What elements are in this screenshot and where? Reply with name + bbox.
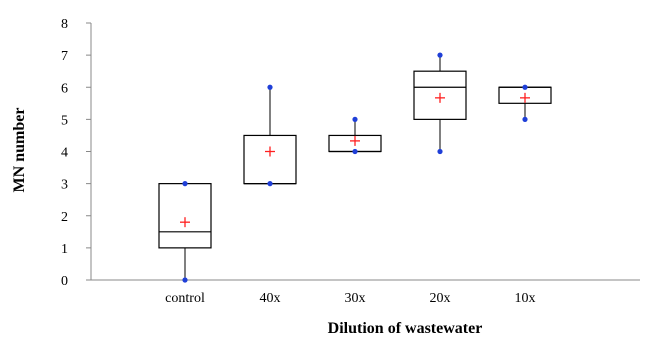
x-tick-label: 20x — [430, 291, 451, 306]
extreme-point — [267, 84, 273, 90]
extreme-point — [182, 181, 188, 187]
y-tick-label: 1 — [61, 242, 68, 257]
extreme-point — [437, 52, 443, 58]
y-tick-label: 3 — [61, 178, 68, 193]
y-axis: 0 1 2 3 4 5 6 7 8 — [61, 17, 92, 289]
extreme-point — [522, 84, 528, 90]
extreme-point — [182, 277, 188, 283]
extreme-point — [352, 116, 358, 122]
y-tick-label: 4 — [61, 146, 68, 161]
extreme-point — [437, 148, 443, 155]
box-30x — [328, 116, 382, 155]
box-control — [158, 181, 212, 283]
extreme-point — [267, 181, 273, 187]
box-20x — [413, 52, 467, 155]
y-tick-label: 0 — [61, 274, 68, 289]
y-tick-label: 2 — [61, 210, 68, 225]
x-tick-label: 30x — [345, 291, 366, 306]
extreme-point — [352, 148, 358, 155]
y-tick-label: 8 — [61, 17, 68, 32]
x-tick-label: control — [165, 291, 205, 306]
box-plot-series — [158, 52, 552, 283]
iqr-box — [158, 183, 212, 249]
box-10x — [498, 84, 552, 122]
x-tick-label: 10x — [515, 291, 536, 306]
y-tick-label: 7 — [61, 49, 68, 64]
x-tick-label: 40x — [260, 291, 281, 306]
x-axis: control 40x 30x 20x 10x — [91, 279, 640, 306]
x-axis-title: Dilution of wastewater — [328, 320, 483, 337]
y-tick-label: 5 — [61, 113, 68, 128]
extreme-point — [522, 116, 528, 122]
y-tick-label: 6 — [61, 81, 68, 96]
box-40x — [243, 84, 297, 187]
y-axis-title: MN number — [11, 108, 28, 193]
iqr-box — [243, 134, 297, 185]
